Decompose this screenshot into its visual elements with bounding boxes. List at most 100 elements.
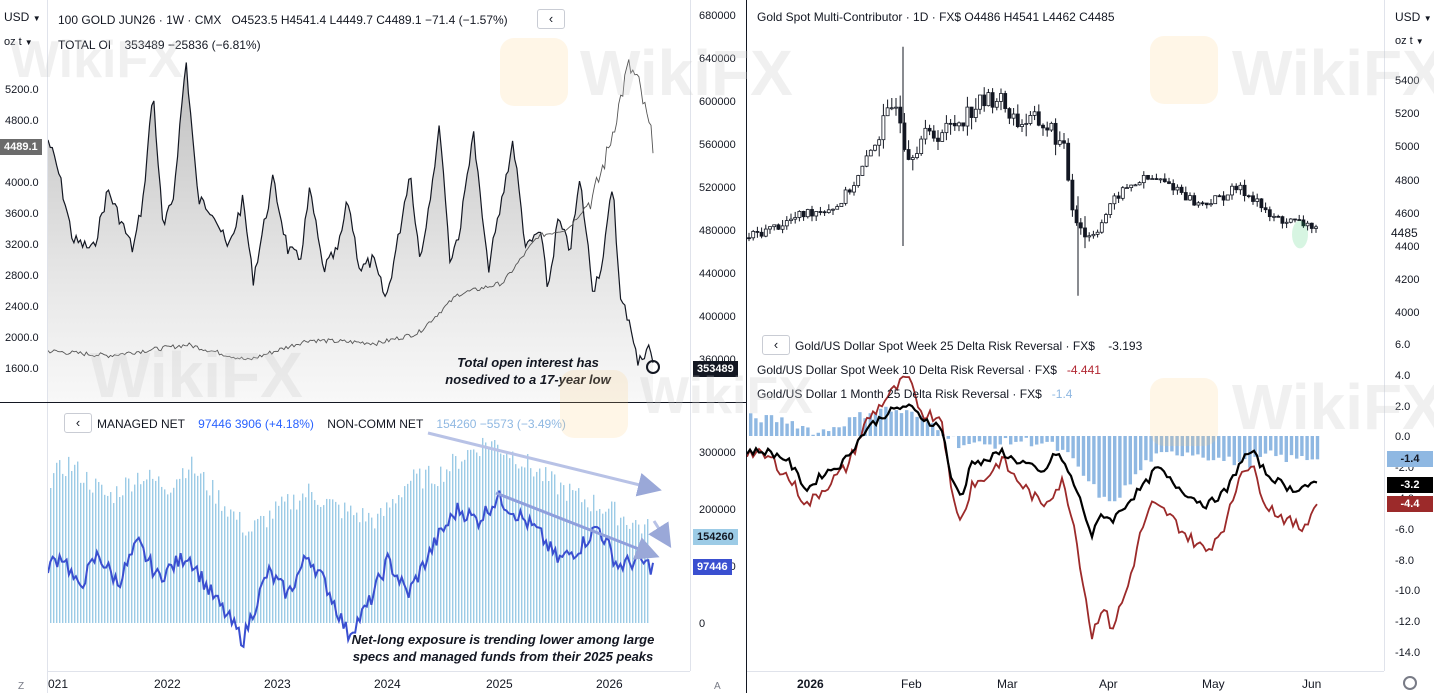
noncomm-bar [527, 454, 529, 623]
rr-1m-bar [931, 423, 935, 436]
candle-body [1213, 195, 1218, 205]
noncomm-bar [332, 499, 334, 623]
candle-body [751, 231, 756, 239]
noncomm-bar [356, 512, 358, 623]
rr-scale-tick: 2.0 [1395, 400, 1411, 413]
rr-1m-bar [1211, 436, 1216, 461]
noncomm-bar [473, 449, 475, 623]
rr-1m-bar [811, 434, 815, 436]
rr-legend-week25: Gold/US Dollar Spot Week 25 Delta Risk R… [795, 339, 1142, 353]
left-time-label: 2025 [486, 677, 513, 691]
noncomm-bar [311, 492, 313, 623]
rr-1m-bar [764, 415, 768, 436]
unit-select[interactable]: oz t ▼ [4, 35, 33, 50]
rr-1m-bar [1019, 436, 1023, 442]
gold-spot-scale-tick: 4000 [1395, 307, 1420, 320]
noncomm-bar [149, 469, 151, 623]
noncomm-bar [56, 462, 58, 623]
left-time-label: 021 [48, 677, 69, 691]
candle-body [1091, 233, 1096, 237]
top-left-right-scale[interactable]: 680000 640000 600000 560000 520000 480000 4400… [690, 0, 746, 402]
currency-select[interactable]: USD ▼ [4, 10, 41, 26]
top-left-chart-pane[interactable]: 100 GOLD JUN26 · 1W · CMX O4523.5 H4541.… [48, 0, 690, 402]
candle-body [1225, 194, 1230, 201]
candle-body [1209, 203, 1213, 206]
rr-week10-name: Gold/US Dollar Spot Week 10 Delta Risk R… [757, 363, 1057, 377]
noncomm-bar [134, 484, 136, 623]
bottom-left-right-scale[interactable]: 3000002000001000000 154260 97446 [690, 403, 746, 671]
noncomm-bar [380, 508, 382, 623]
candle-body [818, 211, 823, 213]
unit-select-right[interactable]: oz t ▼ [1395, 34, 1424, 49]
rr-1m-bar [1253, 436, 1257, 457]
right-time-axis[interactable]: 2026 Feb Mar Apr May Jun [747, 671, 1384, 693]
settings-gear-icon[interactable] [1403, 676, 1417, 690]
candle-body [847, 189, 852, 193]
oi-scale-tick: 520000 [699, 182, 736, 194]
candle-body [1293, 218, 1297, 221]
left-price-scale[interactable]: USD ▼ oz t ▼ 5200.04800.04400.04000.0360… [0, 0, 48, 693]
bottom-left-chart-pane[interactable]: ‹ MANAGED NET 97446 3906 (+4.18%) NON-CO… [48, 403, 690, 671]
right-time-label: Jun [1302, 677, 1322, 691]
noncomm-bar [236, 519, 238, 623]
noncomm-bar [401, 497, 403, 623]
managed-values: 97446 3906 (+4.18%) [198, 417, 314, 431]
noncomm-bar [590, 511, 592, 623]
rr-1m-bar [1315, 436, 1320, 460]
noncomm-bar [497, 444, 499, 623]
left-time-axis[interactable]: 021 2022 2023 2024 2025 2026 [48, 671, 690, 693]
noncomm-bar [446, 469, 448, 623]
noncomm-bar [617, 525, 619, 623]
left-price-tick: 4800.0 [5, 115, 39, 127]
noncomm-bar [224, 506, 226, 623]
noncomm-bar [647, 519, 649, 623]
watermark-text: WikiFX [1232, 371, 1434, 443]
candle-body [1263, 207, 1268, 211]
managed-last-tag: 97446 [693, 559, 732, 575]
noncomm-bar [335, 501, 337, 623]
noncomm-bar [281, 496, 283, 623]
candle-body [1070, 179, 1075, 211]
oi-legend: TOTAL OI 353489 −25836 (−6.81%) [58, 38, 261, 52]
candle-body [931, 130, 936, 139]
bottom-right-chart-pane[interactable]: ‹ Gold/US Dollar Spot Week 25 Delta Risk… [747, 330, 1384, 671]
noncomm-bar [452, 453, 454, 623]
top-right-chart-pane[interactable]: Gold Spot Multi-Contributor · 1D · FX$ O… [747, 0, 1384, 330]
oi-scale-tick: 560000 [699, 139, 736, 151]
candle-body [793, 217, 798, 220]
currency-select-right[interactable]: USD ▼ [1395, 10, 1432, 26]
candle-body [1221, 195, 1226, 201]
rr-1m-bar [837, 427, 841, 436]
collapse-legend-button-2[interactable]: ‹ [64, 413, 92, 433]
noncomm-bar [128, 478, 130, 623]
candle-body [801, 211, 806, 218]
rr-1m-bar [946, 436, 950, 439]
pane-divider-horizontal[interactable] [0, 402, 746, 403]
ohlc-values: O4523.5 H4541.4 L4449.7 C4489.1 −71.4 (−… [231, 13, 508, 27]
rr-1m-bar [879, 408, 883, 436]
noncomm-bar [116, 486, 118, 623]
oi-scale-tick: 600000 [699, 96, 736, 108]
candle-body [826, 209, 831, 213]
candle-body [1083, 227, 1087, 238]
auto-scale-toggle[interactable]: A [714, 681, 721, 692]
top-right-price-scale[interactable]: USD ▼ oz t ▼ 5400 5200 5000 4800 4600 4400 420… [1384, 0, 1434, 330]
noncomm-bar [353, 515, 355, 623]
noncomm-bar [536, 471, 538, 623]
rr-1m-bar [806, 427, 810, 436]
rr-week10-value: -4.441 [1066, 363, 1101, 377]
rr-1m-bar [983, 436, 987, 445]
pane-divider-vertical[interactable] [746, 0, 747, 693]
candle-body [919, 138, 924, 154]
scale-letter-z[interactable]: Z [18, 681, 25, 692]
collapse-legend-button[interactable]: ‹ [537, 9, 565, 29]
rr-1m-bar [1243, 436, 1247, 460]
noncomm-bar [212, 479, 214, 623]
rr-1m-bar [790, 421, 794, 436]
noncomm-bar [506, 453, 508, 623]
collapse-legend-button-3[interactable]: ‹ [762, 335, 790, 355]
unit-label: oz t [4, 36, 22, 48]
rr-1m-bar [775, 422, 779, 436]
bottom-right-price-scale[interactable]: 6.04.02.00.0-2.0-4.0-6.0-8.0-10.0-12.0-1… [1384, 330, 1434, 671]
noncomm-bar [470, 449, 472, 623]
